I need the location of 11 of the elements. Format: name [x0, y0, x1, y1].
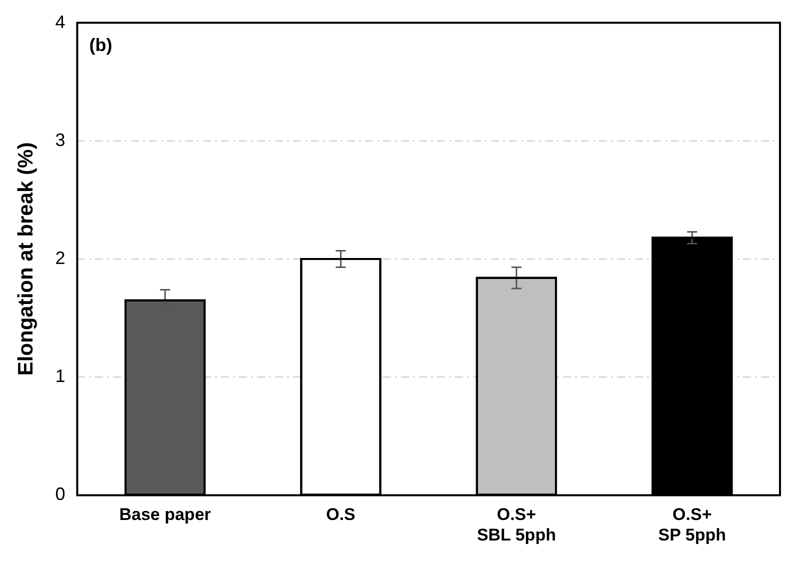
y-tick-label: 3: [55, 130, 66, 150]
x-tick-label: O.S+ SP 5pph: [658, 505, 726, 544]
y-axis-title: Elongation at break (%): [14, 142, 38, 376]
y-tick-label: 1: [55, 366, 66, 386]
x-tick-label: Base paper: [119, 505, 212, 524]
y-tick-label: 0: [55, 484, 66, 504]
y-tick-label: 2: [55, 248, 66, 268]
annotation: (b): [89, 34, 112, 55]
y-tick-label: 4: [55, 12, 66, 32]
x-tick-label: O.S+ SBL 5pph: [476, 505, 556, 544]
x-tick-label: O.S: [326, 505, 356, 524]
